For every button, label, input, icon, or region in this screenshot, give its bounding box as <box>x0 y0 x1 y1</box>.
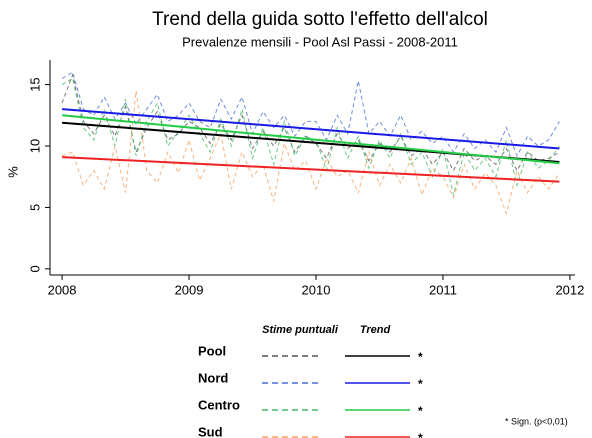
y-axis-label: % <box>5 166 20 178</box>
series-line <box>61 77 560 196</box>
y-tick-label: 0 <box>27 265 42 272</box>
trend-line <box>62 156 560 183</box>
legend-label: Sud <box>198 424 223 438</box>
y-tick-label: 10 <box>27 139 42 153</box>
y-tick-label: 5 <box>27 204 42 211</box>
x-tick-label: 2009 <box>175 282 204 297</box>
x-tick-label: 2008 <box>48 282 77 297</box>
series-line <box>61 90 560 216</box>
significance-mark: * <box>418 404 423 418</box>
significance-mark: * <box>418 431 423 438</box>
x-tick-label: 2010 <box>302 282 331 297</box>
trend-line <box>62 114 560 165</box>
trend-line <box>62 108 560 150</box>
series-line <box>61 71 560 158</box>
chart-subtitle: Prevalenze mensili - Pool Asl Passi - 20… <box>182 34 458 49</box>
note: * Sign. (p<0,01) <box>505 416 568 426</box>
x-tick-label: 2012 <box>555 282 584 297</box>
significance-mark: * <box>418 377 423 391</box>
legend-label: Nord <box>198 370 228 385</box>
y-tick-label: 15 <box>27 77 42 91</box>
chart-title: Trend della guida sotto l'effetto dell'a… <box>152 9 488 30</box>
legend-label: Centro <box>198 397 240 412</box>
legend-header: Trend <box>360 324 391 336</box>
significance-mark: * <box>418 350 423 364</box>
legend-label: Pool <box>198 343 226 358</box>
legend-header: Stime puntuali <box>262 324 339 336</box>
x-tick-label: 2011 <box>429 282 457 297</box>
